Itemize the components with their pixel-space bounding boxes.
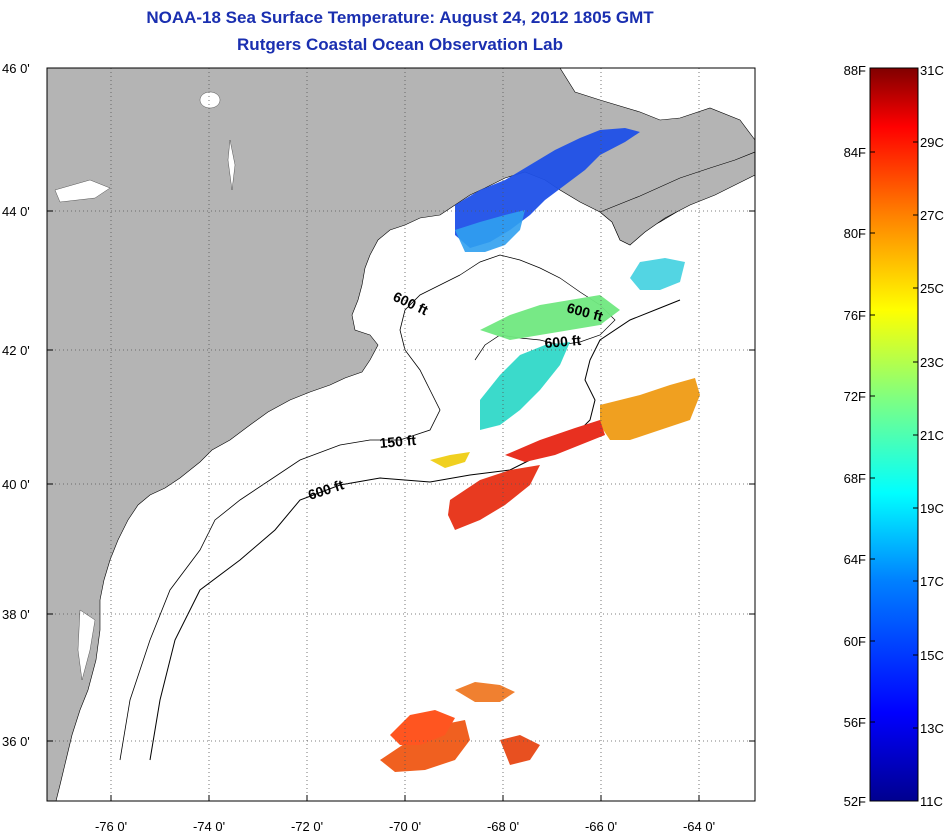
cb-f-64: 64F [844,552,866,567]
map-subtitle: Rutgers Coastal Ocean Observation Lab [237,35,563,54]
lat-label-42: 42 0' [2,343,30,358]
lake-ontario [199,91,221,109]
sst-patch-green [480,295,620,340]
colorbar [869,67,919,802]
sst-patch-south-4 [500,735,540,765]
contour-label-600ft-georges: 600 ft [544,332,582,351]
map-frame [46,67,756,802]
lon-label-76: -76 0' [95,819,127,834]
sst-patch-south-2 [390,710,455,745]
sst-patch-red-shelf [505,420,605,462]
cb-c-31: 31C [920,63,944,78]
cb-c-15: 15C [920,648,944,663]
cb-c-21: 21C [920,428,944,443]
sst-patch-south-3 [455,682,515,702]
axis-ticks [47,67,755,801]
sst-patch-cool [455,210,525,252]
lon-label-72: -72 0' [291,819,323,834]
cb-f-76: 76F [844,308,866,323]
cb-c-11: 11C [920,794,943,809]
cb-f-56: 56F [844,715,866,730]
lon-label-66: -66 0' [585,819,617,834]
cb-c-25: 25C [920,281,944,296]
cb-f-60: 60F [844,634,866,649]
cb-f-52: 52F [844,794,866,809]
cb-f-80: 80F [844,226,866,241]
sst-patch-yellow [430,452,470,468]
sst-patch-cyan-ne [630,258,685,290]
sst-patch-orange-shelf [600,378,700,440]
cb-c-13: 13C [920,721,944,736]
colorbar-ticks [870,141,918,729]
lake-erie [54,179,111,203]
cb-c-29: 29C [920,135,944,150]
chesapeake-bay [77,609,96,681]
map-title: NOAA-18 Sea Surface Temperature: August … [146,8,654,27]
sst-patch-red-south [448,465,540,530]
lon-label-74: -74 0' [193,819,225,834]
cb-f-84: 84F [844,145,866,160]
sst-patch-south-1 [380,720,470,772]
lat-label-40: 40 0' [2,477,30,492]
cb-c-23: 23C [920,355,944,370]
lake-champlain [227,139,236,191]
lat-label-38: 38 0' [2,607,30,622]
contour-label-150ft: 150 ft [379,432,417,451]
sst-patch-teal [480,342,570,430]
lon-label-64: -64 0' [683,819,715,834]
lat-label-44: 44 0' [2,204,30,219]
lat-label-46: 46 0' [2,61,30,76]
land-nova-scotia [599,151,755,246]
cb-f-88: 88F [844,63,866,78]
cb-f-68: 68F [844,471,866,486]
contour-150ft [119,274,461,761]
lat-label-36: 36 0' [2,734,30,749]
lon-label-70: -70 0' [389,819,421,834]
cb-c-19: 19C [920,501,944,516]
cb-f-72: 72F [844,389,866,404]
cb-c-17: 17C [920,574,944,589]
lon-label-68: -68 0' [487,819,519,834]
cb-c-27: 27C [920,208,944,223]
